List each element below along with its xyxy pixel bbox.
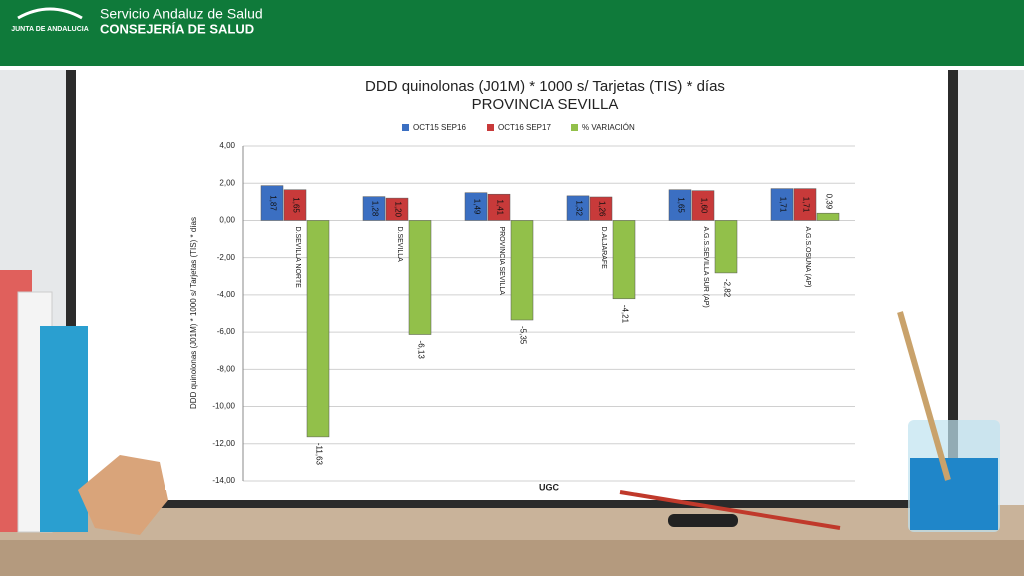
- pencil: [619, 490, 841, 530]
- y-tick-label: -12,00: [212, 439, 235, 448]
- legend-label: OCT16 SEP17: [498, 123, 551, 132]
- bar: [816, 212, 840, 221]
- bar: [668, 189, 692, 221]
- value-label: 0,39: [824, 194, 833, 210]
- y-tick-label: -6,00: [217, 327, 236, 336]
- bar: [793, 188, 817, 221]
- y-tick-label: -14,00: [212, 476, 235, 485]
- jar-water: [910, 458, 998, 530]
- chart-title: DDD quinolonas (J01M) * 1000 s/ Tarjetas…: [365, 78, 725, 95]
- bar: [385, 197, 409, 221]
- desk-front: [0, 540, 1024, 576]
- bar: [589, 196, 613, 221]
- y-tick-label: -2,00: [217, 253, 236, 262]
- x-tick-label: A.G.S.SEVILLA SUR (AP): [702, 226, 709, 307]
- value-label: 1,26: [597, 201, 606, 217]
- bar: [691, 190, 715, 221]
- value-label: -11,63: [314, 443, 323, 466]
- bar: [362, 196, 386, 221]
- service-name: Servicio Andaluz de Salud: [100, 6, 263, 22]
- value-label: 1,49: [472, 199, 481, 215]
- ornament: [78, 455, 168, 535]
- x-tick-label: D.ALJARAFE: [600, 226, 607, 269]
- bar: [408, 220, 432, 335]
- y-tick-label: 4,00: [219, 141, 235, 150]
- value-label: -5,35: [518, 326, 527, 345]
- header-line: [0, 66, 1024, 70]
- legend-swatch: [487, 124, 494, 131]
- value-label: -2,82: [722, 279, 731, 298]
- legend-label: OCT15 SEP16: [413, 123, 466, 132]
- department-name: CONSEJERÍA DE SALUD: [100, 21, 254, 36]
- bar: [260, 185, 284, 221]
- legend-label: % VARIACIÓN: [582, 123, 635, 132]
- value-label: 1,71: [801, 197, 810, 213]
- value-label: 1,71: [778, 197, 787, 213]
- value-label: 1,65: [291, 197, 300, 213]
- logo: [17, 7, 83, 20]
- x-tick-label: A.G.S.OSUNA (AP): [804, 226, 811, 287]
- bar: [714, 220, 738, 274]
- y-tick-label: 0,00: [219, 216, 235, 225]
- x-tick-label: D.SEVILLA: [396, 226, 403, 262]
- bar: [770, 188, 794, 221]
- legend-swatch: [402, 124, 409, 131]
- value-label: 1,65: [676, 197, 685, 213]
- brush: [897, 311, 951, 481]
- value-label: 1,20: [393, 201, 402, 217]
- bar: [566, 195, 590, 221]
- x-tick-label: D.SEVILLA NORTE: [294, 226, 301, 288]
- bar: [306, 220, 330, 438]
- bar: [510, 220, 534, 321]
- value-label: 1,60: [699, 198, 708, 214]
- x-axis-label: UGC: [539, 482, 560, 492]
- header-bar: [0, 0, 1024, 66]
- y-axis-label: DDD quinolonas (J01M) * 1000 s/ Tarjetas…: [189, 217, 198, 409]
- value-label: 1,28: [370, 201, 379, 217]
- legend-swatch: [571, 124, 578, 131]
- logo-text: JUNTA DE ANDALUCIA: [11, 26, 89, 33]
- value-label: -6,13: [416, 341, 425, 360]
- bar: [464, 192, 488, 221]
- book: [40, 326, 88, 532]
- y-tick-label: 2,00: [219, 178, 235, 187]
- bar: [612, 220, 636, 300]
- value-label: 1,87: [268, 195, 277, 211]
- bar: [487, 193, 511, 221]
- value-label: 1,41: [495, 200, 504, 216]
- y-tick-label: -8,00: [217, 364, 236, 373]
- y-tick-label: -10,00: [212, 402, 235, 411]
- value-label: 1,32: [574, 200, 583, 216]
- marker: [668, 514, 738, 527]
- chart-subtitle: PROVINCIA SEVILLA: [472, 96, 619, 113]
- y-tick-label: -4,00: [217, 290, 236, 299]
- bar: [283, 189, 307, 221]
- value-label: -4,21: [620, 305, 629, 324]
- x-tick-label: PROVINCIA SEVILLA: [498, 226, 505, 295]
